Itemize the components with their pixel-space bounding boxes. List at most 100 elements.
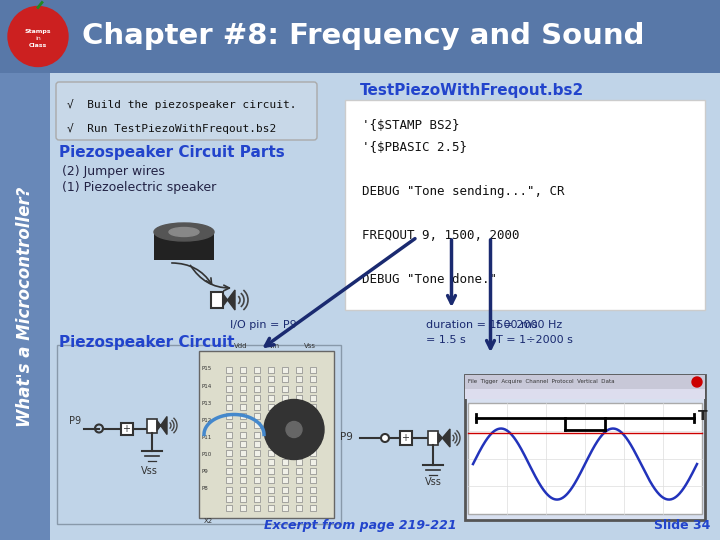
- FancyBboxPatch shape: [296, 395, 302, 401]
- FancyBboxPatch shape: [400, 431, 412, 445]
- FancyBboxPatch shape: [282, 404, 288, 410]
- FancyBboxPatch shape: [268, 413, 274, 419]
- Text: f = 2000 Hz: f = 2000 Hz: [495, 320, 562, 330]
- FancyBboxPatch shape: [310, 441, 316, 447]
- FancyBboxPatch shape: [121, 422, 133, 435]
- Text: P8: P8: [202, 487, 209, 491]
- FancyBboxPatch shape: [254, 386, 260, 392]
- Text: P15: P15: [202, 367, 212, 372]
- Text: P14: P14: [202, 383, 212, 389]
- FancyBboxPatch shape: [226, 376, 232, 382]
- FancyBboxPatch shape: [282, 431, 288, 437]
- Text: √  Build the piezospeaker circuit.: √ Build the piezospeaker circuit.: [67, 99, 297, 110]
- FancyBboxPatch shape: [254, 431, 260, 437]
- Text: Chapter #8: Frequency and Sound: Chapter #8: Frequency and Sound: [82, 23, 644, 51]
- FancyBboxPatch shape: [254, 459, 260, 465]
- Text: (2) Jumper wires: (2) Jumper wires: [62, 165, 165, 178]
- Circle shape: [264, 400, 324, 460]
- FancyBboxPatch shape: [296, 376, 302, 382]
- FancyBboxPatch shape: [240, 477, 246, 483]
- Text: Vdd: Vdd: [234, 343, 248, 349]
- FancyBboxPatch shape: [268, 386, 274, 392]
- FancyBboxPatch shape: [154, 232, 214, 260]
- FancyBboxPatch shape: [226, 441, 232, 447]
- FancyBboxPatch shape: [226, 496, 232, 502]
- Polygon shape: [223, 290, 235, 310]
- FancyBboxPatch shape: [226, 404, 232, 410]
- Text: Class: Class: [29, 43, 47, 48]
- FancyBboxPatch shape: [282, 505, 288, 511]
- FancyBboxPatch shape: [268, 459, 274, 465]
- FancyBboxPatch shape: [296, 477, 302, 483]
- Circle shape: [286, 422, 302, 437]
- FancyBboxPatch shape: [254, 487, 260, 492]
- Text: in: in: [35, 36, 41, 41]
- FancyBboxPatch shape: [282, 395, 288, 401]
- FancyBboxPatch shape: [240, 404, 246, 410]
- FancyBboxPatch shape: [240, 487, 246, 492]
- Text: P12: P12: [202, 418, 212, 423]
- FancyBboxPatch shape: [240, 431, 246, 437]
- FancyBboxPatch shape: [226, 487, 232, 492]
- FancyBboxPatch shape: [296, 487, 302, 492]
- FancyBboxPatch shape: [254, 450, 260, 456]
- FancyBboxPatch shape: [296, 431, 302, 437]
- Text: P9: P9: [202, 469, 209, 474]
- FancyBboxPatch shape: [310, 505, 316, 511]
- Circle shape: [381, 434, 389, 442]
- Polygon shape: [157, 416, 167, 435]
- Text: P9: P9: [69, 416, 81, 427]
- Text: P13: P13: [202, 401, 212, 406]
- FancyBboxPatch shape: [282, 459, 288, 465]
- FancyBboxPatch shape: [268, 422, 274, 428]
- Text: Vin: Vin: [269, 343, 280, 349]
- FancyBboxPatch shape: [296, 386, 302, 392]
- FancyBboxPatch shape: [254, 505, 260, 511]
- FancyBboxPatch shape: [254, 376, 260, 382]
- FancyBboxPatch shape: [254, 496, 260, 502]
- FancyBboxPatch shape: [254, 413, 260, 419]
- FancyBboxPatch shape: [226, 413, 232, 419]
- FancyBboxPatch shape: [268, 450, 274, 456]
- FancyBboxPatch shape: [240, 386, 246, 392]
- Ellipse shape: [154, 223, 214, 241]
- FancyBboxPatch shape: [240, 376, 246, 382]
- FancyBboxPatch shape: [465, 375, 705, 520]
- FancyBboxPatch shape: [282, 422, 288, 428]
- Text: '{$STAMP BS2}: '{$STAMP BS2}: [362, 119, 459, 132]
- FancyBboxPatch shape: [465, 375, 705, 389]
- FancyBboxPatch shape: [296, 496, 302, 502]
- FancyBboxPatch shape: [268, 431, 274, 437]
- FancyBboxPatch shape: [211, 292, 223, 308]
- FancyBboxPatch shape: [226, 422, 232, 428]
- Text: File  Tigger  Acquire  Channel  Protocol  Vertical  Data: File Tigger Acquire Channel Protocol Ver…: [468, 380, 615, 384]
- FancyBboxPatch shape: [296, 468, 302, 474]
- Text: Vss: Vss: [425, 477, 442, 487]
- FancyBboxPatch shape: [468, 403, 702, 514]
- FancyBboxPatch shape: [226, 505, 232, 511]
- Text: FREQOUT 9, 1500, 2000: FREQOUT 9, 1500, 2000: [362, 229, 520, 242]
- FancyBboxPatch shape: [254, 441, 260, 447]
- FancyBboxPatch shape: [296, 459, 302, 465]
- FancyBboxPatch shape: [268, 468, 274, 474]
- FancyBboxPatch shape: [240, 468, 246, 474]
- FancyBboxPatch shape: [0, 0, 720, 73]
- FancyBboxPatch shape: [240, 367, 246, 373]
- FancyBboxPatch shape: [268, 376, 274, 382]
- FancyBboxPatch shape: [310, 477, 316, 483]
- FancyBboxPatch shape: [147, 418, 157, 433]
- FancyBboxPatch shape: [345, 100, 705, 310]
- Text: +: +: [122, 423, 130, 434]
- FancyBboxPatch shape: [199, 351, 334, 518]
- FancyBboxPatch shape: [465, 389, 705, 399]
- FancyBboxPatch shape: [226, 431, 232, 437]
- Circle shape: [692, 377, 702, 387]
- FancyBboxPatch shape: [226, 386, 232, 392]
- FancyBboxPatch shape: [296, 413, 302, 419]
- Text: √  Run TestPiezoWithFreqout.bs2: √ Run TestPiezoWithFreqout.bs2: [67, 123, 276, 134]
- FancyBboxPatch shape: [268, 404, 274, 410]
- FancyBboxPatch shape: [254, 404, 260, 410]
- Text: P9: P9: [340, 432, 353, 442]
- Circle shape: [8, 6, 68, 66]
- FancyBboxPatch shape: [240, 450, 246, 456]
